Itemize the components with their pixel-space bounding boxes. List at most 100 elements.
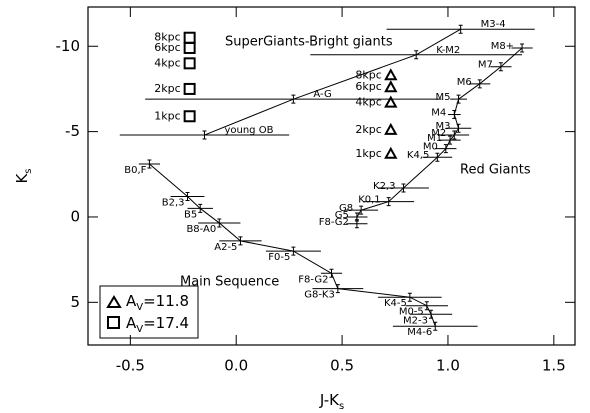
data-point	[291, 246, 296, 256]
point-label: M2	[431, 128, 446, 139]
legend-entry: AV=17.4	[126, 314, 189, 335]
point-label: K4,5	[407, 150, 429, 161]
data-point	[202, 130, 207, 140]
point-label: M1	[427, 133, 442, 144]
legend-box	[99, 285, 199, 339]
data-point	[329, 268, 334, 278]
data-point	[291, 94, 296, 104]
data-point	[185, 191, 190, 201]
y-tick-label: 0	[70, 207, 80, 225]
data-point	[414, 50, 419, 60]
data-point	[433, 321, 438, 331]
point-label: M6	[457, 77, 472, 88]
series-line	[204, 28, 461, 136]
data-point	[435, 152, 440, 162]
data-point	[477, 79, 482, 89]
point-label: F0-5	[268, 252, 290, 263]
data-point	[424, 301, 429, 311]
point-label: G5	[335, 210, 349, 221]
x-axis-label: J-Ks	[319, 391, 344, 412]
data-point	[335, 284, 340, 294]
square-marker	[183, 57, 196, 70]
data-point	[452, 130, 457, 140]
point-label: A-G	[313, 89, 331, 100]
legend-entry: AV=11.8	[126, 292, 189, 313]
distance-label: 1kpc	[355, 147, 381, 160]
data-point	[448, 135, 453, 145]
y-tick-label: 5	[70, 293, 80, 311]
point-label: B2,3	[162, 197, 185, 208]
point-label: K2,3	[373, 181, 395, 192]
legend-triangle	[106, 295, 122, 308]
point-label: F8-G2	[298, 274, 328, 285]
point-label: K0,1	[358, 195, 380, 206]
data-point	[443, 144, 448, 154]
data-point	[407, 292, 412, 302]
point-label: K-M2	[436, 45, 460, 56]
series-line	[149, 163, 436, 327]
square-marker	[183, 110, 196, 123]
data-point	[456, 123, 461, 133]
x-tick-label: -0.5	[116, 357, 145, 375]
data-point	[386, 197, 391, 207]
point-label: M2-3	[403, 315, 428, 326]
square-marker	[183, 82, 196, 95]
y-tick-label: -10	[56, 37, 81, 55]
point-label: M0-5	[399, 307, 424, 318]
point-label: M8+	[491, 41, 514, 52]
x-tick-label: 0.5	[330, 357, 354, 375]
annotation: SuperGiants-Bright giants	[225, 35, 393, 50]
data-point	[198, 203, 203, 213]
distance-label: 8kpc	[154, 31, 180, 44]
x-tick-label: 0.0	[224, 357, 248, 375]
triangle-marker	[384, 122, 398, 135]
point-label: B0,F	[124, 165, 146, 176]
distance-label: 4kpc	[154, 56, 180, 69]
data-point	[520, 43, 525, 53]
data-point	[359, 205, 364, 215]
data-point	[238, 236, 243, 246]
point-label: A2-5	[214, 242, 237, 253]
square-marker	[183, 31, 196, 44]
point-label: M5	[436, 92, 451, 103]
point-label: M4	[431, 108, 446, 119]
distance-label: 4kpc	[355, 96, 381, 109]
data-point	[429, 309, 434, 319]
point-label: G8-K3	[304, 290, 335, 301]
point-label: M4-6	[407, 327, 432, 338]
distance-label: 6kpc	[355, 80, 381, 93]
distance-label: 1kpc	[154, 109, 180, 122]
point-label: B5	[184, 209, 197, 220]
x-tick-label: 1.0	[436, 357, 460, 375]
data-point	[452, 110, 457, 120]
point-label: F8-G2	[319, 217, 349, 228]
distance-label: 8kpc	[355, 68, 381, 81]
y-axis-label: Ks	[13, 168, 34, 183]
triangle-marker	[384, 80, 398, 93]
distance-label: 2kpc	[154, 82, 180, 95]
point-label: B8-A0	[186, 224, 216, 235]
data-point	[401, 183, 406, 193]
point-label: M0	[423, 142, 438, 153]
triangle-marker	[384, 146, 398, 159]
data-point	[458, 24, 463, 34]
point-label: young OB	[224, 125, 273, 136]
x-tick-label: 1.5	[542, 357, 566, 375]
point-label: G8	[339, 203, 353, 214]
data-point	[498, 62, 503, 72]
distance-label: 2kpc	[355, 123, 381, 136]
point-label: M3-4	[481, 19, 506, 30]
point-label: M7	[478, 60, 493, 71]
data-point	[217, 218, 222, 228]
annotation: Red Giants	[460, 163, 531, 178]
annotation: Main Sequence	[180, 275, 279, 290]
point-label: M3	[436, 121, 451, 132]
plot-frame	[87, 6, 576, 346]
data-point	[354, 212, 359, 222]
legend-square	[107, 316, 120, 329]
data-point	[147, 159, 152, 169]
triangle-marker	[384, 68, 398, 81]
point-label: K4-5	[384, 298, 407, 309]
data-point	[456, 94, 461, 104]
